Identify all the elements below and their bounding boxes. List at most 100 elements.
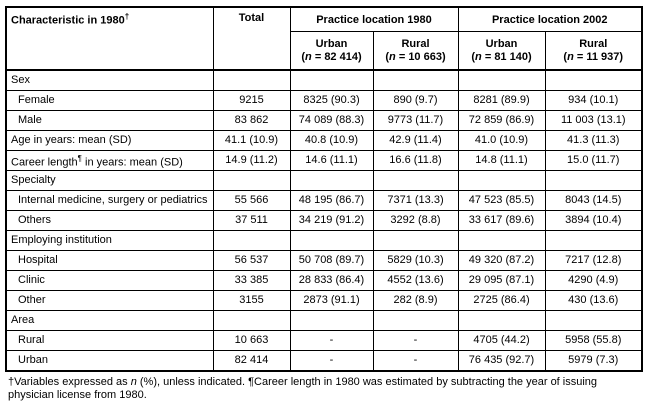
cell-value: 83 862 — [212, 110, 291, 131]
cell-value — [544, 170, 643, 191]
section-row: Area — [5, 310, 643, 331]
cell-value: 76 435 (92.7) — [457, 350, 546, 372]
cell-value: 28 833 (86.4) — [289, 270, 374, 291]
cell-value: 8043 (14.5) — [544, 190, 643, 211]
cell-value — [544, 310, 643, 331]
cell-value: 8281 (89.9) — [457, 90, 546, 111]
col-header-total: Total — [212, 6, 291, 71]
cell-value: 7371 (13.3) — [372, 190, 459, 211]
cell-value: 890 (9.7) — [372, 90, 459, 111]
dagger-superscript: † — [124, 12, 130, 21]
cell-value: 29 095 (87.1) — [457, 270, 546, 291]
cell-value: 4552 (13.6) — [372, 270, 459, 291]
cell-value: 50 708 (89.7) — [289, 250, 374, 271]
cell-value: 40.8 (10.9) — [289, 130, 374, 151]
cell-value: - — [372, 350, 459, 372]
cell-value — [212, 170, 291, 191]
cell-value: 14.9 (11.2) — [212, 150, 291, 171]
cell-value: 5979 (7.3) — [544, 350, 643, 372]
cell-value — [289, 310, 374, 331]
row-label: Age in years: mean (SD) — [5, 130, 214, 151]
cell-value — [457, 230, 546, 251]
row-label: Clinic — [5, 270, 214, 291]
section-label: Sex — [5, 69, 214, 91]
row-label: Urban — [5, 350, 214, 372]
header-row-subcolumns: Urban (n = 82 414) Rural (n = 10 663) Urban(… — [6, 31, 643, 71]
cell-value: 42.9 (11.4) — [372, 130, 459, 151]
cell-value: - — [372, 330, 459, 351]
row-label: Rural — [5, 330, 214, 351]
cell-value: 2873 (91.1) — [289, 290, 374, 311]
cell-value: - — [289, 330, 374, 351]
footnote-text-post: (%), unless indicated. ¶Career length in… — [8, 376, 598, 401]
table-row: Internal medicine, surgery or pediatrics… — [5, 190, 643, 211]
col-header-characteristic-text: Characteristic in 1980 — [11, 14, 125, 27]
cell-value: 55 566 — [212, 190, 291, 211]
cell-value — [212, 310, 291, 331]
cell-value — [372, 170, 459, 191]
cell-value: 49 320 (87.2) — [457, 250, 546, 271]
section-row: Specialty — [5, 170, 643, 191]
cell-value: 37 511 — [212, 210, 291, 231]
cell-value: 41.0 (10.9) — [457, 130, 546, 151]
cell-value: 430 (13.6) — [544, 290, 643, 311]
cell-value: 48 195 (86.7) — [289, 190, 374, 211]
cell-value: 56 537 — [212, 250, 291, 271]
cell-value: 4705 (44.2) — [457, 330, 546, 351]
section-label: Area — [5, 310, 214, 331]
cell-value: 4290 (4.9) — [544, 270, 643, 291]
col-header-characteristic: Characteristic in 1980† — [5, 6, 214, 71]
table-row: Rural 10 663- -4705 (44.2) 5958 (55.8) — [5, 330, 643, 351]
row-label: Hospital — [5, 250, 214, 271]
cell-value: 2725 (86.4) — [457, 290, 546, 311]
table-row: Urban 82 414- -76 435 (92.7) 5979 (7.3) — [5, 350, 643, 372]
cell-value: 3292 (8.8) — [372, 210, 459, 231]
physician-characteristics-table: Characteristic in 1980† Total Practice l… — [5, 6, 643, 372]
col-subheader-rural-1980: Rural (n = 10 663) — [372, 31, 459, 71]
table-row: Career length¶ in years: mean (SD) 14.9 (… — [5, 150, 643, 171]
cell-value: 33 617 (89.6) — [457, 210, 546, 231]
row-label: Female — [5, 90, 214, 111]
row-label: Internal medicine, surgery or pediatrics — [5, 190, 214, 211]
cell-value: - — [289, 350, 374, 372]
cell-value: 9215 — [212, 90, 291, 111]
cell-value — [289, 69, 374, 91]
table-row: Male 83 862 74 089 (88.3) 9773 (11.7) 72 859… — [5, 110, 643, 131]
row-label: Others — [5, 210, 214, 231]
cell-value: 72 859 (86.9) — [457, 110, 546, 131]
cell-value — [544, 230, 643, 251]
cell-value — [372, 310, 459, 331]
section-row: Employing institution — [5, 230, 643, 251]
cell-value: 11 003 (13.1) — [544, 110, 643, 131]
cell-value: 10 663 — [212, 330, 291, 351]
cell-value — [212, 230, 291, 251]
row-label: Career length¶ in years: mean (SD) — [5, 150, 214, 171]
cell-value: 33 385 — [212, 270, 291, 291]
cell-value: 14.8 (11.1) — [457, 150, 546, 171]
table-row: Other 3155 2873 (91.1) 282 (8.9) 2725 (86.4)… — [5, 290, 643, 311]
cell-value — [457, 170, 546, 191]
table-row: Hospital 56 537 50 708 (89.7) 5829 (10.3) 49… — [5, 250, 643, 271]
row-label: Other — [5, 290, 214, 311]
section-row: Sex — [5, 69, 643, 91]
col-group-practice-location-2002: Practice location 2002 — [457, 6, 643, 32]
col-group-practice-location-1980: Practice location 1980 — [289, 6, 459, 32]
row-label: Male — [5, 110, 214, 131]
cell-value: 16.6 (11.8) — [372, 150, 459, 171]
cell-value — [544, 69, 643, 91]
table-row: Others 37 511 34 219 (91.2) 3292 (8.8) 33 61… — [5, 210, 643, 231]
table-row: Clinic 33 385 28 833 (86.4) 4552 (13.6) 29 0… — [5, 270, 643, 291]
cell-value: 7217 (12.8) — [544, 250, 643, 271]
cell-value — [457, 310, 546, 331]
cell-value: 34 219 (91.2) — [289, 210, 374, 231]
cell-value: 47 523 (85.5) — [457, 190, 546, 211]
cell-value — [372, 230, 459, 251]
cell-value: 82 414 — [212, 350, 291, 372]
cell-value: 8325 (90.3) — [289, 90, 374, 111]
col-subheader-rural-2002: Rural (n = 11 937) — [544, 31, 643, 71]
cell-value: 41.3 (11.3) — [544, 130, 643, 151]
table-row: Female 9215 8325 (90.3) 890 (9.7) 8281 (89.9… — [5, 90, 643, 111]
cell-value: 14.6 (11.1) — [289, 150, 374, 171]
cell-value: 5958 (55.8) — [544, 330, 643, 351]
